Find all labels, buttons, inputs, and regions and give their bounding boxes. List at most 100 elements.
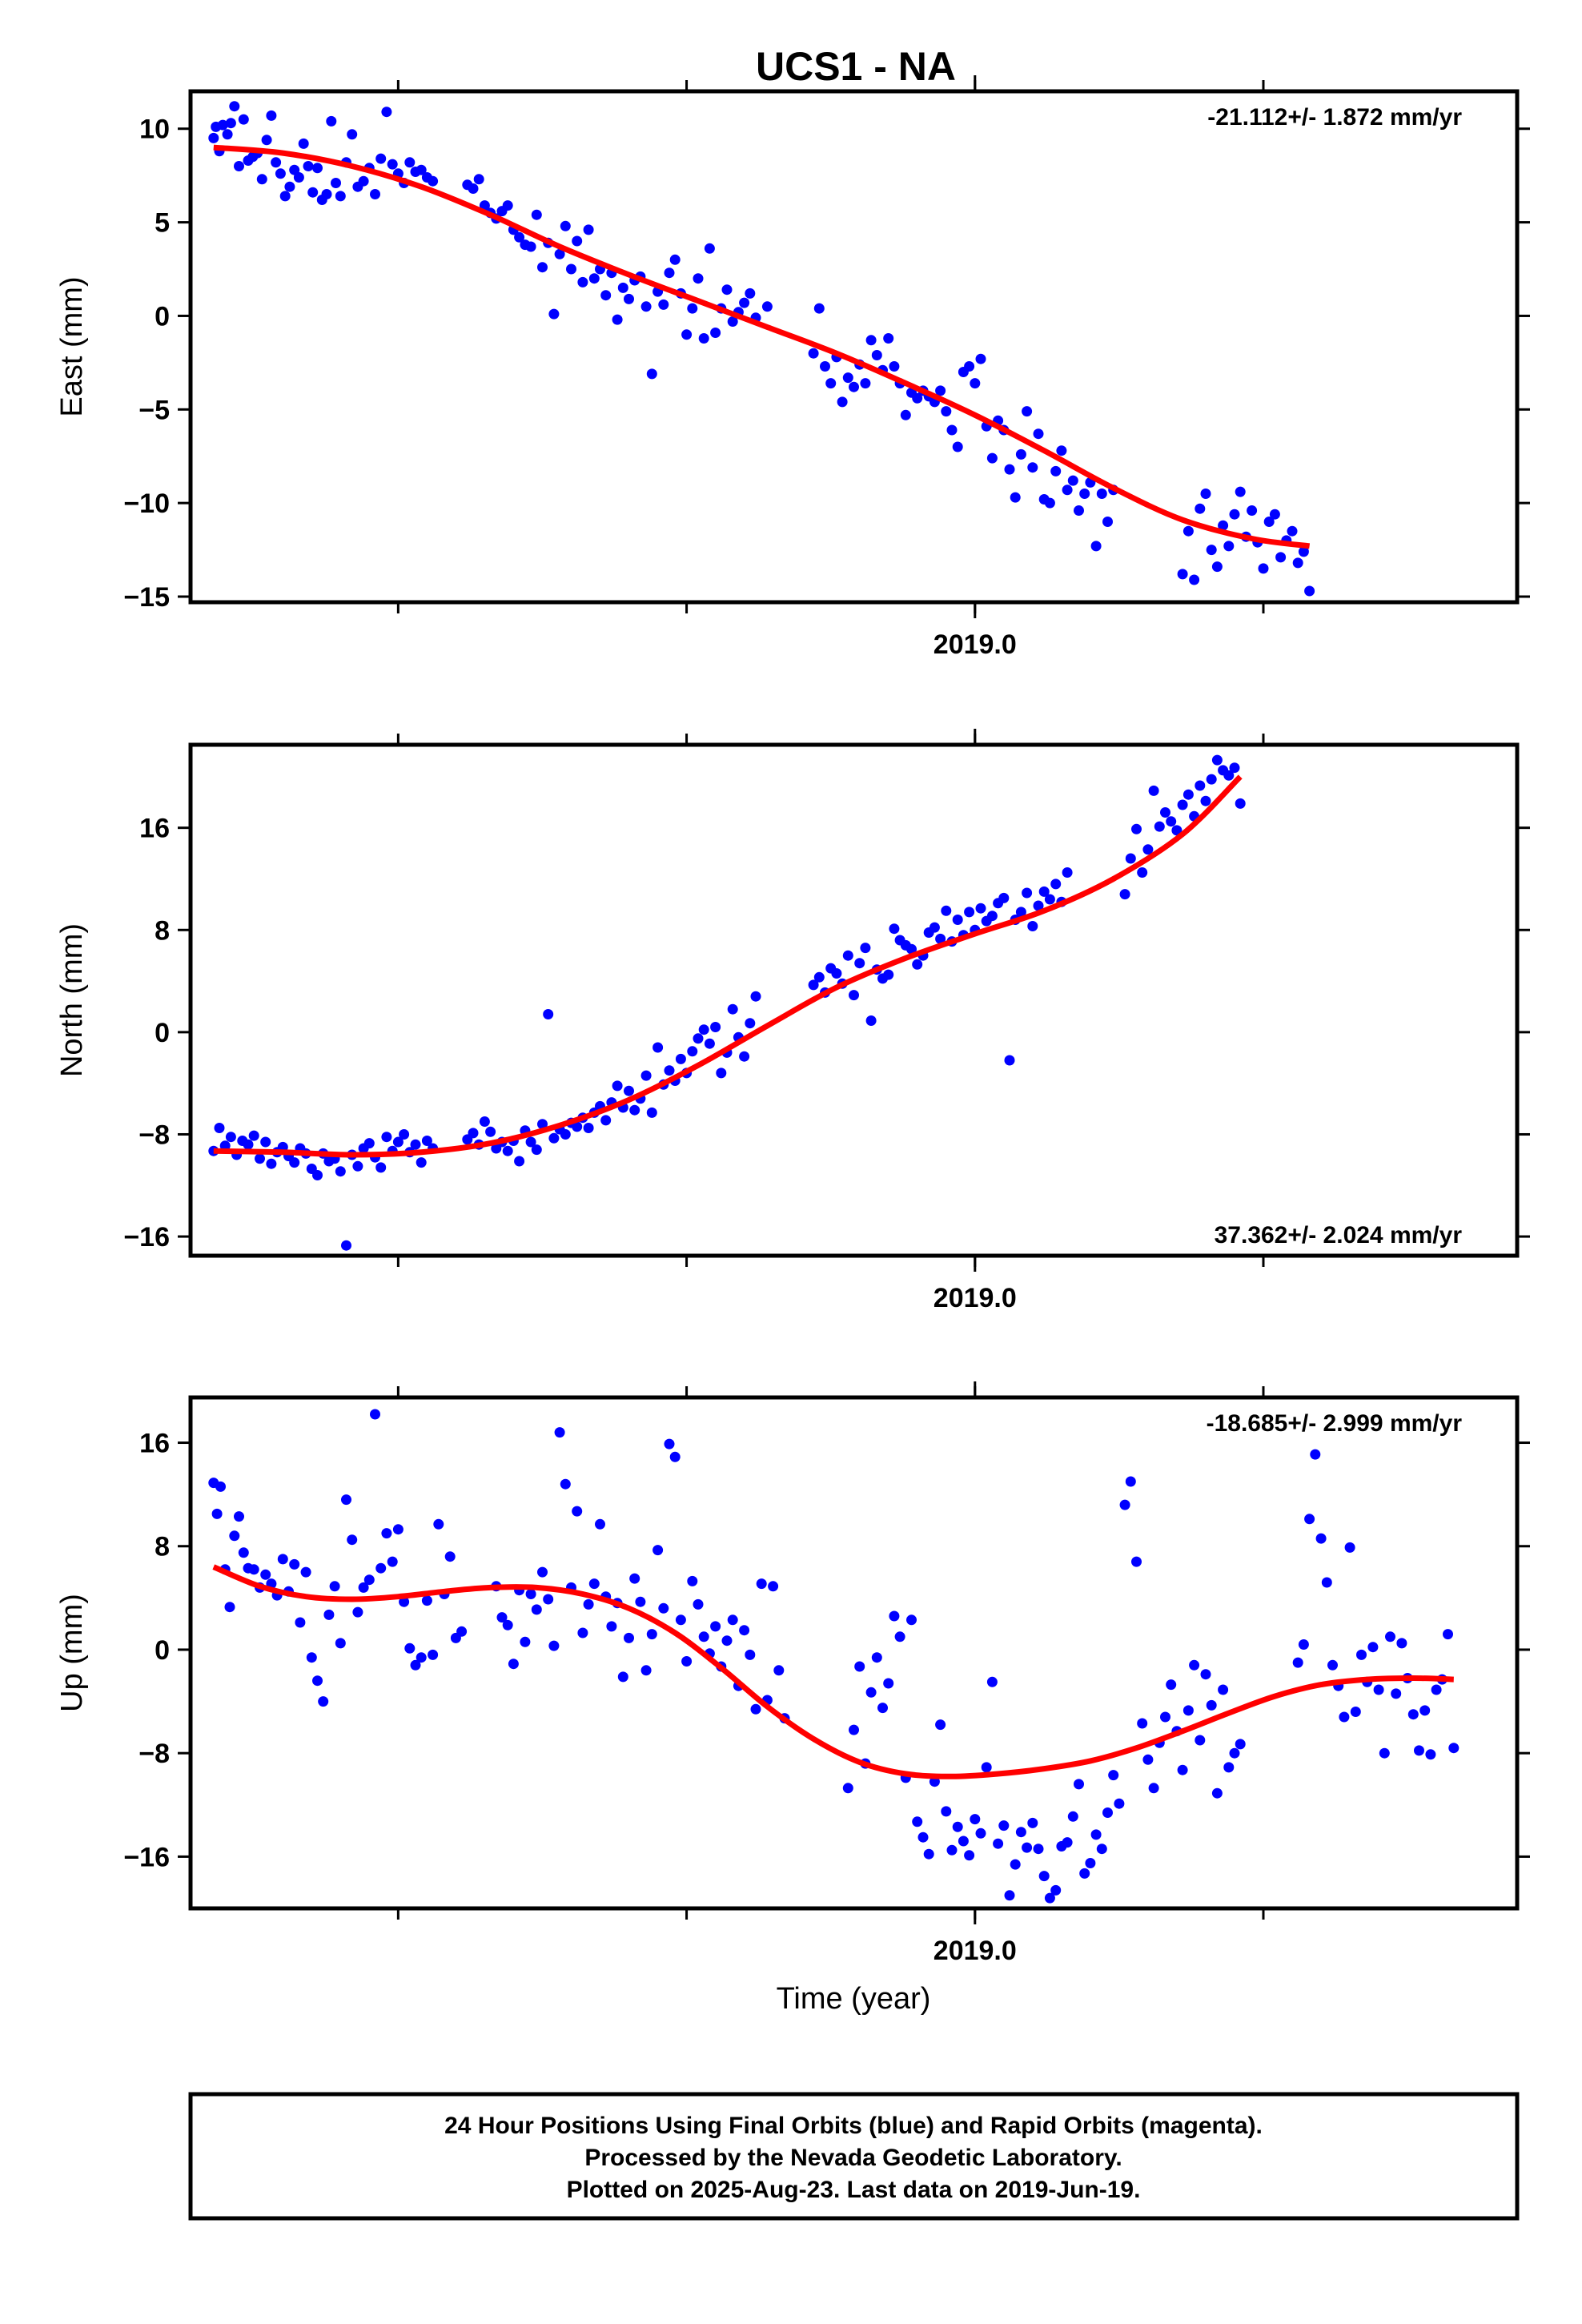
up-data-point xyxy=(1044,1892,1055,1904)
east-data-point xyxy=(548,308,560,320)
up-data-point xyxy=(1373,1684,1384,1695)
north-data-point xyxy=(381,1132,392,1143)
up-data-point xyxy=(1200,1669,1211,1680)
east-data-point xyxy=(1004,464,1015,475)
north-x-ticks: 2019.0 xyxy=(396,729,1265,1313)
up-data-point xyxy=(652,1545,664,1556)
east-data-point xyxy=(704,243,715,254)
up-data-point xyxy=(318,1696,329,1707)
east-data-point xyxy=(698,333,709,344)
north-data-point xyxy=(1206,774,1217,785)
north-data-point xyxy=(502,1145,513,1156)
east-data-point xyxy=(600,290,612,301)
east-data-point xyxy=(664,267,675,279)
up-data-point xyxy=(917,1831,929,1843)
up-data-point xyxy=(1211,1787,1223,1799)
east-data-point xyxy=(289,164,300,175)
north-data-point xyxy=(849,990,859,1001)
east-data-point xyxy=(889,361,900,372)
up-data-point xyxy=(721,1635,733,1647)
up-data-point xyxy=(416,1652,427,1663)
up-data-point xyxy=(289,1558,300,1570)
north-data-point xyxy=(739,1051,750,1062)
east-data-point xyxy=(537,262,548,273)
east-data-point xyxy=(1177,569,1188,580)
up-data-point xyxy=(1310,1449,1321,1460)
east-data-point xyxy=(222,129,233,140)
east-x-ticks: 2019.0 xyxy=(396,75,1265,660)
east-data-point xyxy=(234,161,244,171)
up-data-point xyxy=(1414,1745,1424,1756)
up-data-point xyxy=(1067,1811,1078,1822)
north-data-point xyxy=(421,1136,432,1146)
east-data-point xyxy=(646,368,657,380)
east-data-point xyxy=(583,224,594,235)
up-data-point xyxy=(739,1625,750,1636)
up-data-point xyxy=(1004,1890,1015,1901)
north-data-point xyxy=(1027,921,1038,931)
east-data-point xyxy=(842,372,853,384)
up-data-point xyxy=(849,1724,859,1735)
north-data-point xyxy=(986,911,998,922)
up-data-point xyxy=(410,1659,421,1671)
north-data-point xyxy=(1148,785,1159,796)
east-data-point xyxy=(271,157,282,168)
north-data-point xyxy=(225,1132,236,1143)
east-data-point xyxy=(554,248,565,259)
east-data-point xyxy=(238,114,249,125)
east-data-point xyxy=(1096,489,1107,499)
east-data-point xyxy=(298,138,309,149)
up-data-point xyxy=(444,1551,456,1562)
north-data-point xyxy=(1137,867,1148,878)
east-data-point xyxy=(1235,486,1246,497)
east-data-point xyxy=(1182,525,1194,537)
up-data-point xyxy=(986,1676,998,1687)
east-ylabel: East (mm) xyxy=(55,276,89,416)
up-data-point xyxy=(687,1575,698,1586)
up-data-point xyxy=(646,1629,657,1640)
east-data-point xyxy=(837,396,848,408)
east-data-point xyxy=(669,254,681,265)
north-data-point xyxy=(1182,789,1194,800)
north-data-point xyxy=(335,1166,346,1177)
east-data-point xyxy=(970,378,981,389)
up-data-point xyxy=(993,1838,1004,1849)
up-data-point xyxy=(456,1626,468,1637)
up-data-point xyxy=(525,1589,536,1599)
north-data-point xyxy=(854,958,865,969)
north-data-point xyxy=(889,923,900,935)
up-data-point xyxy=(238,1547,249,1558)
up-data-point xyxy=(1339,1711,1350,1723)
north-data-point xyxy=(363,1138,375,1149)
north-data-point xyxy=(312,1170,323,1180)
north-data-point xyxy=(750,991,761,1002)
north-data-point xyxy=(1211,754,1223,766)
east-data-point xyxy=(531,209,542,220)
up-data-point xyxy=(375,1562,387,1574)
east-data-point xyxy=(900,409,911,420)
up-data-point xyxy=(370,1409,380,1420)
up-data-point xyxy=(745,1649,756,1660)
up-data-point xyxy=(421,1595,432,1606)
east-data-point xyxy=(560,220,571,231)
up-data-point xyxy=(1096,1844,1107,1855)
up-data-point xyxy=(1350,1707,1361,1717)
up-data-point xyxy=(588,1578,600,1590)
east-data-point xyxy=(1200,489,1211,499)
up-data-point xyxy=(1304,1514,1315,1525)
up-data-point xyxy=(577,1627,588,1638)
north-data-point xyxy=(1131,823,1142,834)
north-data-point xyxy=(1223,770,1235,781)
up-data-point xyxy=(970,1814,981,1825)
north-data-point xyxy=(531,1144,542,1156)
east-data-point xyxy=(710,328,721,338)
up-data-point xyxy=(871,1652,882,1663)
north-data-point xyxy=(537,1119,548,1130)
north-data-point xyxy=(929,922,940,933)
up-ylabel: Up (mm) xyxy=(55,1594,89,1712)
up-data-point xyxy=(1327,1659,1338,1671)
up-data-point xyxy=(617,1671,628,1683)
up-panel: Up (mm) -18.685+/- 2.999 mm/yr 16 8 0 −8 −16… xyxy=(55,1381,1530,2016)
east-data-point xyxy=(860,378,871,389)
up-data-point xyxy=(756,1578,767,1590)
